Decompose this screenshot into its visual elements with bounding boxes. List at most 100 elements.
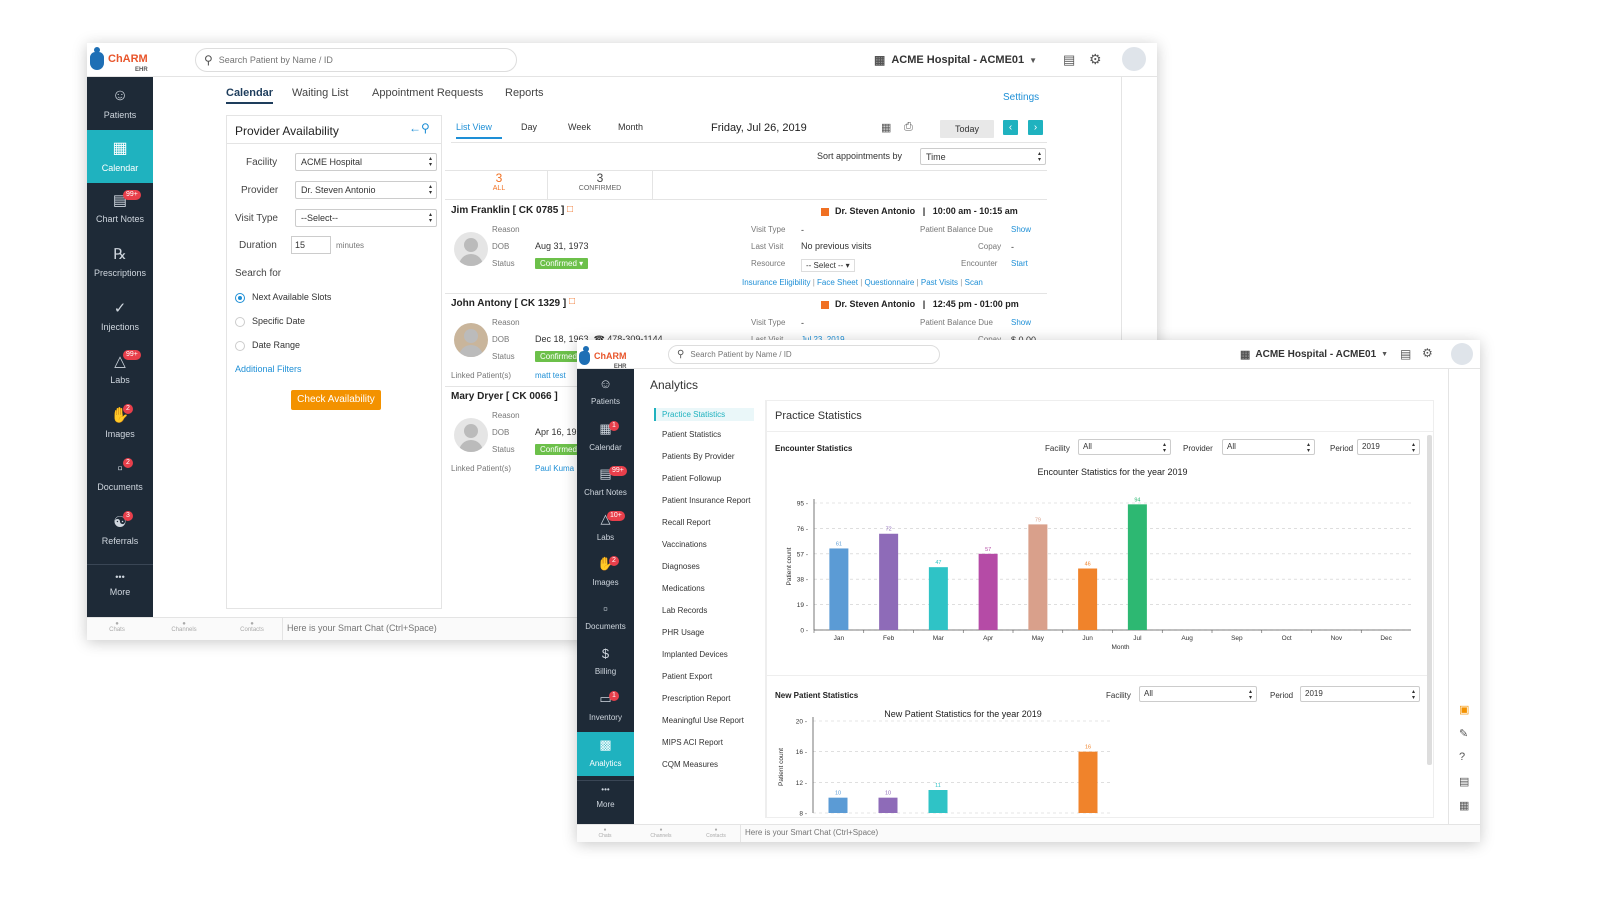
check-availability-button[interactable]: Check Availability	[291, 390, 381, 410]
tab-calendar[interactable]: Calendar	[226, 87, 274, 104]
analytics-menu-item[interactable]: PHR Usage	[662, 628, 705, 637]
sidebar-item-images[interactable]: ✋ Images 2	[87, 402, 153, 446]
patient-name[interactable]: Jim Franklin [ CK 0785 ]	[451, 205, 565, 216]
scan-link[interactable]: Scan	[964, 278, 983, 287]
prev-arrow-icon[interactable]: ‹	[1003, 120, 1018, 135]
tab-waiting-list[interactable]: Waiting List	[292, 87, 349, 99]
sidebar-item-documents[interactable]: ▫ Documents	[577, 599, 634, 639]
sidebar-item-billing[interactable]: $ Billing	[577, 644, 634, 684]
analytics-menu-item[interactable]: Vaccinations	[662, 540, 707, 549]
additional-filters-link[interactable]: Additional Filters	[235, 364, 302, 374]
sidebar-item-injections[interactable]: ✓ Injections	[87, 295, 153, 339]
sidebar-item-more[interactable]: ••• More	[577, 785, 634, 815]
sidebar-item-documents[interactable]: ▫ Documents 2	[87, 456, 153, 500]
sidebar-item-calendar[interactable]: ▦ Calendar	[87, 130, 153, 183]
gift-icon[interactable]: ▣	[1459, 704, 1470, 716]
tab-list-view[interactable]: List View	[456, 122, 502, 139]
analytics-menu-item[interactable]: Patient Insurance Report	[662, 496, 751, 505]
provider-select[interactable]: All	[1222, 439, 1315, 455]
sidebar-item-inventory[interactable]: ▭ Inventory 1	[577, 689, 634, 729]
status-dropdown[interactable]: Confirmed	[535, 444, 582, 455]
tab-reports[interactable]: Reports	[505, 87, 544, 99]
face-sheet-link[interactable]: Face Sheet	[817, 278, 858, 287]
linked-patient-link[interactable]: Paul Kuma	[535, 464, 575, 473]
chat-icon[interactable]: ▤	[1063, 52, 1076, 67]
analytics-menu-item[interactable]: Meaningful Use Report	[662, 716, 744, 725]
analytics-menu-item[interactable]: Diagnoses	[662, 562, 700, 571]
sidebar-item-referrals[interactable]: ☯ Referrals 3	[87, 509, 153, 553]
sidebar-item-chart-notes[interactable]: ▤ Chart Notes 99+	[87, 187, 153, 231]
balance-show-link[interactable]: Show	[1011, 225, 1032, 234]
facility-select[interactable]: All	[1078, 439, 1171, 455]
past-visits-link[interactable]: Past Visits	[920, 278, 959, 287]
analytics-menu-item[interactable]: CQM Measures	[662, 760, 719, 769]
chats-button[interactable]: ● Chats	[109, 621, 125, 633]
last-visit-link[interactable]: Jul 23, 2019	[801, 335, 845, 344]
analytics-menu-item[interactable]: Patients By Provider	[662, 452, 735, 461]
hospital-selector[interactable]: ▦ ACME Hospital - ACME01 ▼	[1240, 348, 1388, 361]
analytics-menu-item[interactable]: Practice Statistics	[654, 408, 754, 421]
smart-chat-input[interactable]	[745, 828, 1005, 837]
sort-select[interactable]: Time	[920, 148, 1046, 165]
sidebar-item-analytics[interactable]: ▩ Analytics	[577, 732, 634, 776]
avatar[interactable]	[1451, 343, 1473, 365]
patient-name[interactable]: Mary Dryer [ CK 0066 ]	[451, 391, 558, 402]
analytics-menu-item[interactable]: Patient Export	[662, 672, 713, 681]
tab-appointment-requests[interactable]: Appointment Requests	[372, 87, 484, 99]
channels-button[interactable]: ● Channels	[171, 621, 197, 633]
gear-icon[interactable]: ⚙	[1089, 51, 1102, 67]
hospital-selector[interactable]: ▦ ACME Hospital - ACME01 ▼	[874, 53, 1037, 67]
encounter-start-link[interactable]: Start	[1011, 259, 1028, 268]
chat-icon[interactable]: ▤	[1400, 347, 1412, 361]
patient-name[interactable]: John Antony [ CK 1329 ]	[451, 298, 567, 309]
provider-select[interactable]: Dr. Steven Antonio	[295, 181, 437, 199]
sidebar-item-patients[interactable]: ☺ Patients	[577, 374, 634, 414]
analytics-menu-item[interactable]: Lab Records	[662, 606, 708, 615]
settings-link[interactable]: Settings	[1003, 92, 1040, 103]
tab-month[interactable]: Month	[618, 122, 644, 132]
duration-input[interactable]: 15	[291, 236, 331, 254]
facility-select[interactable]: ACME Hospital	[295, 153, 437, 171]
search-input[interactable]	[218, 55, 469, 65]
message-icon[interactable]: □	[569, 296, 576, 307]
sidebar-item-labs[interactable]: △ Labs 10+	[577, 509, 634, 549]
patient-search[interactable]: ⚲	[668, 345, 940, 364]
status-dropdown[interactable]: Confirmed	[535, 351, 582, 362]
keyboard-icon[interactable]: ▦	[1459, 800, 1470, 812]
resource-select[interactable]: -- Select -- ▾	[801, 259, 855, 272]
calendar-picker-icon[interactable]: ▦	[881, 122, 892, 134]
today-button[interactable]: Today	[940, 120, 994, 138]
channels-button[interactable]: ● Channels	[650, 827, 672, 839]
collapse-search-icon[interactable]: ←⚲	[409, 121, 430, 135]
sidebar-item-prescriptions[interactable]: ℞ Prescriptions	[87, 241, 153, 285]
period-select[interactable]: 2019	[1357, 439, 1420, 455]
period-select[interactable]: 2019	[1300, 686, 1420, 702]
sidebar-item-patients[interactable]: ☺ Patients	[87, 83, 153, 127]
smart-chat-input[interactable]	[287, 623, 587, 633]
chats-button[interactable]: ● Chats	[598, 827, 612, 839]
tab-day[interactable]: Day	[521, 122, 538, 132]
sidebar-item-images[interactable]: ✋ Images 2	[577, 554, 634, 594]
contacts-button[interactable]: ● Contacts	[240, 621, 264, 633]
patient-search[interactable]: ⚲	[195, 48, 517, 72]
print-icon[interactable]: ⎙	[904, 121, 913, 133]
count-confirmed[interactable]: 3 CONFIRMED	[578, 171, 622, 192]
insurance-eligibility-link[interactable]: Insurance Eligibility	[742, 278, 811, 287]
tab-week[interactable]: Week	[568, 122, 591, 132]
analytics-menu-item[interactable]: MIPS ACI Report	[662, 738, 723, 747]
analytics-menu-item[interactable]: Patient Followup	[662, 474, 722, 483]
gear-icon[interactable]: ⚙	[1422, 346, 1433, 360]
sidebar-item-labs[interactable]: △ Labs 99+	[87, 348, 153, 392]
message-icon[interactable]: □	[567, 204, 574, 215]
sidebar-item-more[interactable]: ••• More	[87, 572, 153, 602]
linked-patient-link[interactable]: matt test	[535, 371, 566, 380]
balance-show-link[interactable]: Show	[1011, 318, 1032, 327]
sidebar-item-calendar[interactable]: ▦ Calendar 1	[577, 419, 634, 459]
next-arrow-icon[interactable]: ›	[1028, 120, 1043, 135]
sidebar-item-chart-notes[interactable]: ▤ Chart Notes 99+	[577, 464, 634, 504]
contacts-button[interactable]: ● Contacts	[706, 827, 726, 839]
scrollbar[interactable]	[1427, 435, 1432, 765]
analytics-menu-item[interactable]: Prescription Report	[662, 694, 731, 703]
radio-next-available[interactable]: Next Available Slots	[235, 292, 331, 303]
count-all[interactable]: 3 ALL	[492, 171, 506, 192]
